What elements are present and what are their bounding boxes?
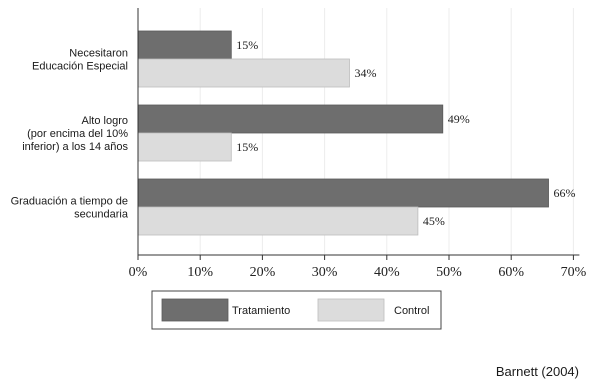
x-tick-label: 70% bbox=[561, 265, 587, 280]
category-label: Necesitaron Educación Especial bbox=[32, 48, 128, 73]
x-tick-label: 60% bbox=[498, 265, 524, 280]
value-labels: 15% 34% 49% 15% 66% 45% bbox=[236, 38, 575, 228]
x-tick-label: 20% bbox=[250, 265, 276, 280]
value-label: 49% bbox=[448, 112, 470, 126]
source-citation: Barnett (2004) bbox=[495, 364, 579, 379]
bar-tratamiento-1 bbox=[137, 104, 444, 134]
x-tick-label: 10% bbox=[187, 265, 213, 280]
value-label: 45% bbox=[423, 214, 445, 228]
tick-labels: 0% 10% 20% 30% 40% 50% 60% 70% bbox=[129, 265, 587, 280]
value-label: 15% bbox=[236, 38, 258, 52]
x-tick-label: 0% bbox=[129, 265, 148, 280]
bar-control-1 bbox=[137, 132, 232, 162]
legend-label-control: Control bbox=[394, 305, 429, 317]
legend-swatch-control bbox=[317, 298, 385, 322]
value-label: 66% bbox=[554, 186, 576, 200]
bars bbox=[137, 30, 549, 236]
bar-tratamiento-0 bbox=[137, 30, 232, 60]
bar-control-2 bbox=[137, 206, 419, 236]
bar-tratamiento-2 bbox=[137, 178, 549, 208]
x-tick-label: 30% bbox=[312, 265, 338, 280]
legend-label-tratamiento: Tratamiento bbox=[232, 305, 290, 317]
x-tick-label: 40% bbox=[374, 265, 400, 280]
x-tick-label: 50% bbox=[436, 265, 462, 280]
axes bbox=[137, 8, 580, 260]
legend: Tratamiento Control bbox=[151, 290, 442, 330]
bar-control-0 bbox=[137, 58, 350, 88]
category-labels: Necesitaron Educación Especial Alto logro(… bbox=[11, 48, 129, 221]
category-label: Alto logro (por encima del 10% inferior) a… bbox=[22, 115, 128, 153]
legend-swatch-tratamiento bbox=[161, 298, 229, 322]
category-label: Graduación a tiempo de secundaria bbox=[11, 196, 129, 221]
value-label: 34% bbox=[354, 66, 376, 80]
value-label: 15% bbox=[236, 140, 258, 154]
